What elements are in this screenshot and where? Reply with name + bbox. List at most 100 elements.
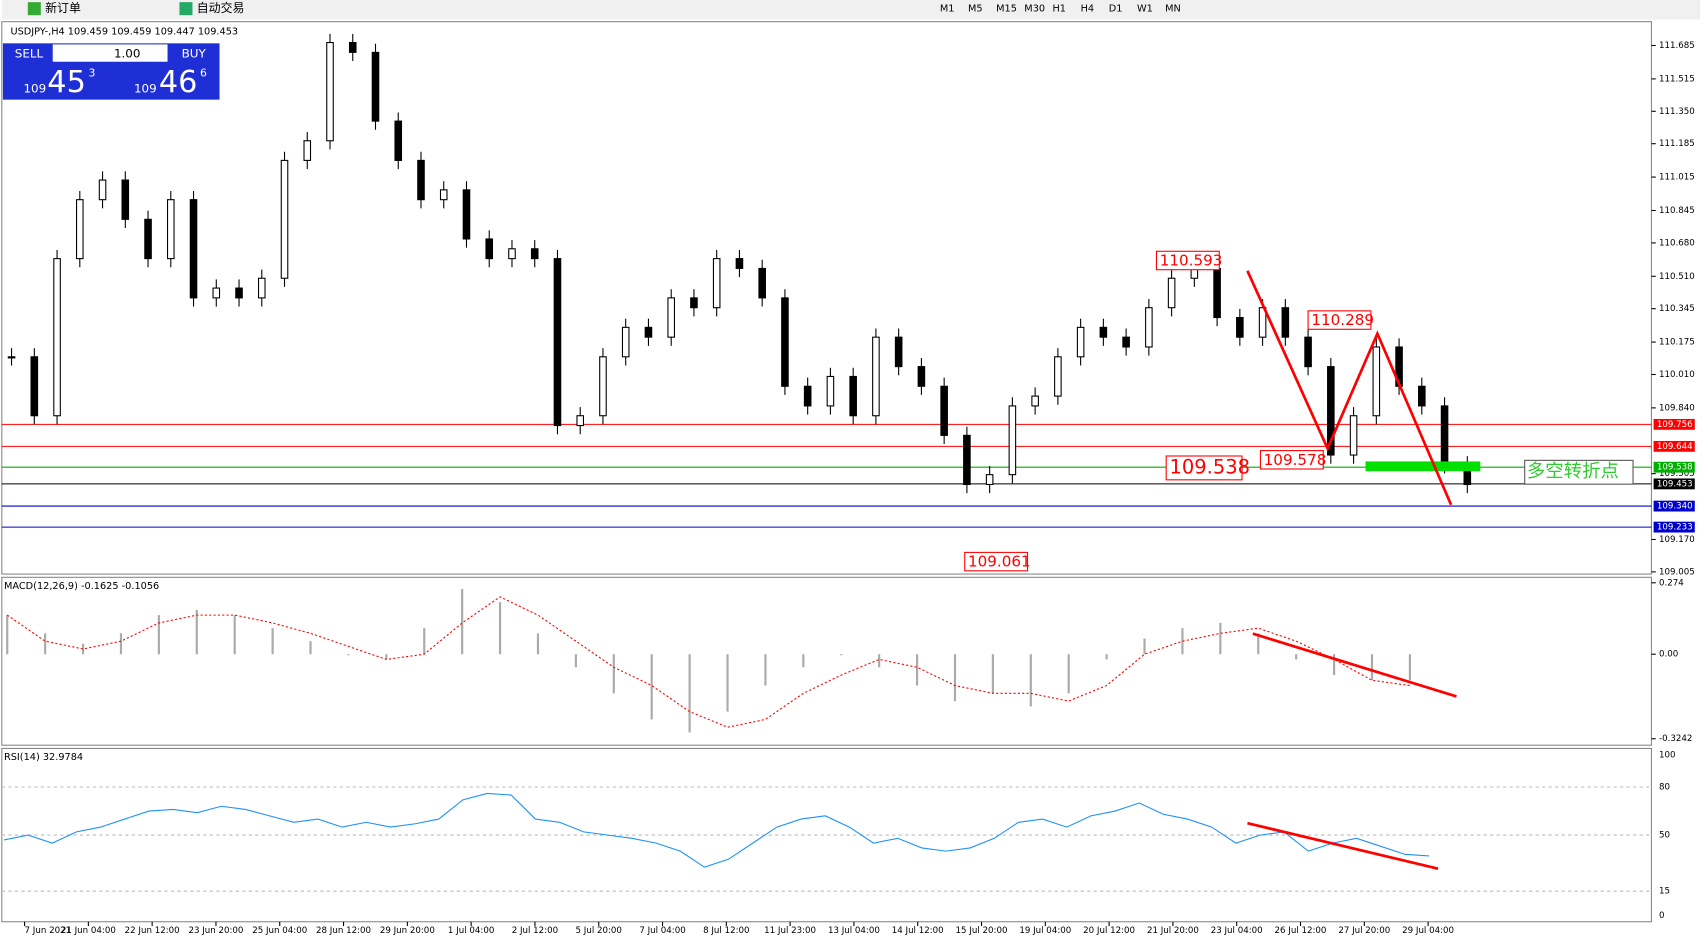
- candle: [781, 297, 789, 387]
- timeframe-button[interactable]: H1: [1052, 4, 1066, 15]
- candle: [1031, 395, 1039, 407]
- macd-bar: [953, 654, 957, 702]
- macd-bar: [309, 641, 312, 655]
- time-label: 21 Jul 20:00: [1147, 926, 1199, 936]
- price-label: 111.350: [1659, 107, 1695, 117]
- macd-label: MACD(12,26,9) -0.1625 -0.1056: [4, 581, 159, 592]
- candle: [940, 385, 948, 436]
- macd-bar: [1408, 654, 1411, 681]
- macd-signal: [6, 596, 1410, 728]
- annotation: 110.593: [1160, 252, 1223, 270]
- pivot-bar: [1365, 461, 1481, 472]
- candle: [1122, 336, 1130, 348]
- level-tag: [1653, 440, 1695, 452]
- annotation-box: [1259, 450, 1324, 470]
- candle: [257, 277, 266, 299]
- candle: [1304, 336, 1312, 368]
- macd-bar: [81, 643, 85, 655]
- candle: [7, 356, 16, 359]
- annotation: 110.289: [1311, 311, 1374, 329]
- toolbar: [1, 0, 1701, 20]
- rsi-axis-label: 80: [1659, 783, 1670, 793]
- macd-bar: [840, 654, 843, 656]
- buy-button[interactable]: BUY: [182, 47, 207, 61]
- candle: [1349, 415, 1358, 456]
- candle: [530, 248, 539, 260]
- macd-bar: [1143, 638, 1146, 655]
- level-label: 109.756: [1657, 420, 1693, 430]
- candle: [1054, 356, 1062, 397]
- macd-bar: [650, 654, 653, 720]
- price-label: 110.845: [1659, 206, 1695, 216]
- new-order-icon[interactable]: [27, 2, 41, 16]
- candle: [1008, 405, 1017, 476]
- timeframe-button[interactable]: MN: [1165, 4, 1181, 15]
- macd-bar: [1029, 654, 1032, 707]
- candle: [667, 297, 675, 338]
- time-label: 5 Jul 20:00: [576, 926, 622, 936]
- sell-button[interactable]: SELL: [15, 47, 44, 61]
- candle: [212, 287, 221, 299]
- candle: [485, 238, 494, 260]
- timeframe-button[interactable]: M15: [996, 4, 1017, 15]
- candle: [30, 356, 39, 417]
- bid-big: 109: [23, 81, 46, 95]
- timeframe-button[interactable]: M30: [1024, 4, 1045, 15]
- ask-main: 46: [159, 65, 198, 100]
- macd-axis-label: 0.00: [1659, 650, 1678, 660]
- arrow: [1252, 632, 1457, 698]
- symbol-info: USDJPY-,H4 109.459 109.459 109.447 109.4…: [10, 26, 238, 37]
- price-label: 111.015: [1659, 173, 1695, 183]
- time-label: 14 Jul 12:00: [892, 926, 944, 936]
- rsi-axis-label: 0: [1659, 911, 1665, 921]
- timeframe-button[interactable]: D1: [1109, 4, 1123, 15]
- candle: [1076, 326, 1085, 358]
- candle: [1372, 346, 1381, 417]
- auto-trading-icon[interactable]: [179, 2, 193, 16]
- time-label: 13 Jul 04:00: [828, 926, 880, 936]
- new-order[interactable]: 新订单: [45, 1, 81, 15]
- candle: [1167, 277, 1176, 309]
- macd-bar: [385, 654, 388, 660]
- timeframe-button[interactable]: H4: [1081, 4, 1095, 15]
- macd-axis-label: 0.274: [1659, 578, 1684, 588]
- candle: [1236, 316, 1244, 338]
- timeframe-button[interactable]: M1: [940, 4, 955, 15]
- level-label: 109.538: [1657, 463, 1693, 473]
- candle: [98, 179, 107, 201]
- macd-bar: [688, 654, 691, 733]
- lots[interactable]: 1.00: [114, 47, 141, 61]
- candle: [121, 179, 130, 220]
- macd-bar: [1295, 654, 1298, 660]
- level-tag: [1653, 461, 1695, 473]
- candle: [712, 258, 721, 309]
- timeframe-button[interactable]: M5: [968, 4, 983, 15]
- macd-bar: [991, 654, 994, 694]
- price-label: 111.685: [1659, 41, 1695, 51]
- macd-bar: [461, 589, 464, 655]
- candle: [553, 258, 562, 427]
- candle: [1213, 267, 1221, 319]
- time-label: 20 Jul 12:00: [1083, 926, 1135, 936]
- level-label: 109.340: [1657, 502, 1693, 512]
- annotation: 109.061: [968, 553, 1031, 571]
- trade-panel: SELL BUY 1.00 109 45 3 109 46 6: [2, 43, 220, 100]
- macd-bar: [536, 633, 540, 655]
- macd-bar: [1105, 654, 1108, 660]
- annotation-box: [1155, 250, 1220, 271]
- bid-small: 3: [88, 67, 95, 80]
- lots-box[interactable]: [52, 44, 168, 62]
- macd-bar: [233, 615, 236, 655]
- ask-big: 109: [134, 81, 157, 95]
- time-label: 25 Jun 04:00: [252, 926, 307, 936]
- annotation: 109.538: [1169, 455, 1250, 478]
- price-label: 110.345: [1659, 304, 1695, 314]
- candle: [303, 140, 312, 161]
- price-label: 109.170: [1659, 535, 1695, 545]
- candle: [576, 415, 585, 427]
- macd-bar: [1219, 622, 1222, 655]
- macd-bar: [764, 654, 767, 686]
- timeframe-button[interactable]: W1: [1137, 4, 1153, 15]
- auto-trading[interactable]: 自动交易: [197, 1, 245, 15]
